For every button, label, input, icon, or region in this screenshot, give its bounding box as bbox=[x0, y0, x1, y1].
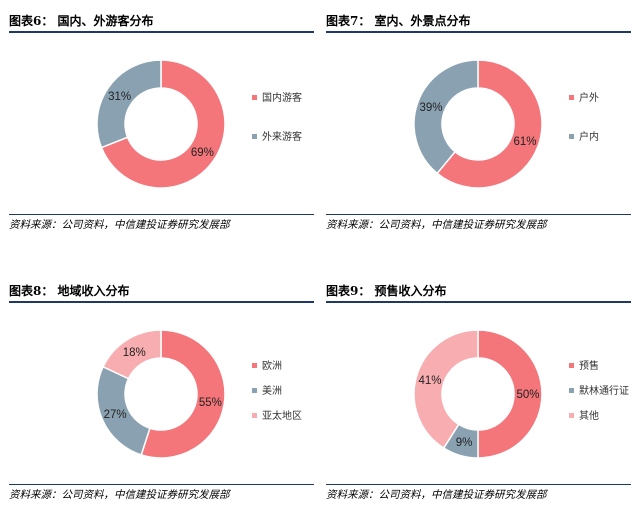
slice-value-label: 39% bbox=[419, 102, 442, 114]
legend-swatch bbox=[252, 134, 257, 139]
slice-value-label: 31% bbox=[108, 91, 131, 103]
slice-value-label: 18% bbox=[123, 347, 146, 359]
source-note: 资料来源：公司资料，中信建投证券研究发展部 bbox=[9, 219, 230, 231]
donut-slice bbox=[140, 329, 226, 459]
title-rule bbox=[9, 301, 314, 303]
source-rule bbox=[9, 484, 314, 485]
legend-swatch bbox=[569, 134, 574, 139]
legend-label: 预售 bbox=[579, 359, 599, 372]
donut-slice bbox=[436, 59, 543, 189]
donut-slice bbox=[413, 329, 479, 450]
legend-label: 美洲 bbox=[262, 384, 282, 397]
title-rule bbox=[326, 31, 631, 33]
chart-panel: 图表7： 室内、外景点分布 61% 39% 户外户内 资料来源：公司资料，中信建投证… bbox=[326, 12, 633, 252]
legend-swatch bbox=[569, 95, 574, 100]
source-rule bbox=[326, 214, 631, 215]
legend-swatch bbox=[252, 363, 257, 368]
source-rule bbox=[326, 484, 631, 485]
donut-slice bbox=[100, 59, 226, 189]
title-rule bbox=[326, 301, 631, 303]
legend-swatch bbox=[569, 413, 574, 418]
donut-slice bbox=[96, 59, 162, 149]
legend-label: 默林通行证 bbox=[579, 384, 629, 397]
chart-title: 图表9： 预售收入分布 bbox=[326, 284, 447, 298]
legend-swatch bbox=[252, 413, 257, 418]
chart-title: 图表7： 室内、外景点分布 bbox=[326, 14, 471, 28]
donut-slice bbox=[413, 59, 479, 175]
chart-panel: 图表8： 地域收入分布 55% 27% 18% 欧洲美洲亚太地区 资料来源：公司资料，… bbox=[9, 282, 316, 522]
donut-slice bbox=[102, 329, 162, 380]
chart-panel: 图表9： 预售收入分布 50% 9% 41% 预售默林通行证其他 资料来源：公司资料，… bbox=[326, 282, 633, 522]
slice-value-label: 41% bbox=[418, 375, 441, 387]
slice-value-label: 69% bbox=[191, 147, 214, 159]
legend-swatch bbox=[252, 388, 257, 393]
source-note: 资料来源：公司资料，中信建投证券研究发展部 bbox=[326, 489, 547, 501]
chart-title: 图表6： 国内、外游客分布 bbox=[9, 14, 154, 28]
legend-label: 户外 bbox=[579, 91, 599, 104]
slice-value-label: 50% bbox=[516, 389, 539, 401]
legend-label: 外来游客 bbox=[262, 130, 302, 143]
slice-value-label: 61% bbox=[514, 136, 537, 148]
source-note: 资料来源：公司资料，中信建投证券研究发展部 bbox=[326, 219, 547, 231]
legend-label: 亚太地区 bbox=[262, 409, 302, 422]
title-rule bbox=[9, 31, 314, 33]
slice-value-label: 55% bbox=[199, 397, 222, 409]
chart-title: 图表8： 地域收入分布 bbox=[9, 284, 130, 298]
slice-value-label: 27% bbox=[104, 409, 127, 421]
legend-label: 欧洲 bbox=[262, 360, 282, 372]
source-note: 资料来源：公司资料，中信建投证券研究发展部 bbox=[9, 489, 230, 501]
chart-panel: 图表6： 国内、外游客分布 69% 31% 国内游客外来游客 资料来源：公司资料，中… bbox=[9, 12, 316, 252]
source-rule bbox=[9, 214, 314, 215]
donut-slice bbox=[477, 329, 543, 459]
legend-label: 户内 bbox=[579, 130, 599, 143]
slice-value-label: 9% bbox=[456, 437, 473, 449]
legend-swatch bbox=[252, 95, 257, 100]
legend-label: 其他 bbox=[579, 409, 599, 422]
legend-swatch bbox=[569, 363, 574, 368]
legend-swatch bbox=[569, 388, 574, 393]
legend-label: 国内游客 bbox=[262, 91, 302, 104]
